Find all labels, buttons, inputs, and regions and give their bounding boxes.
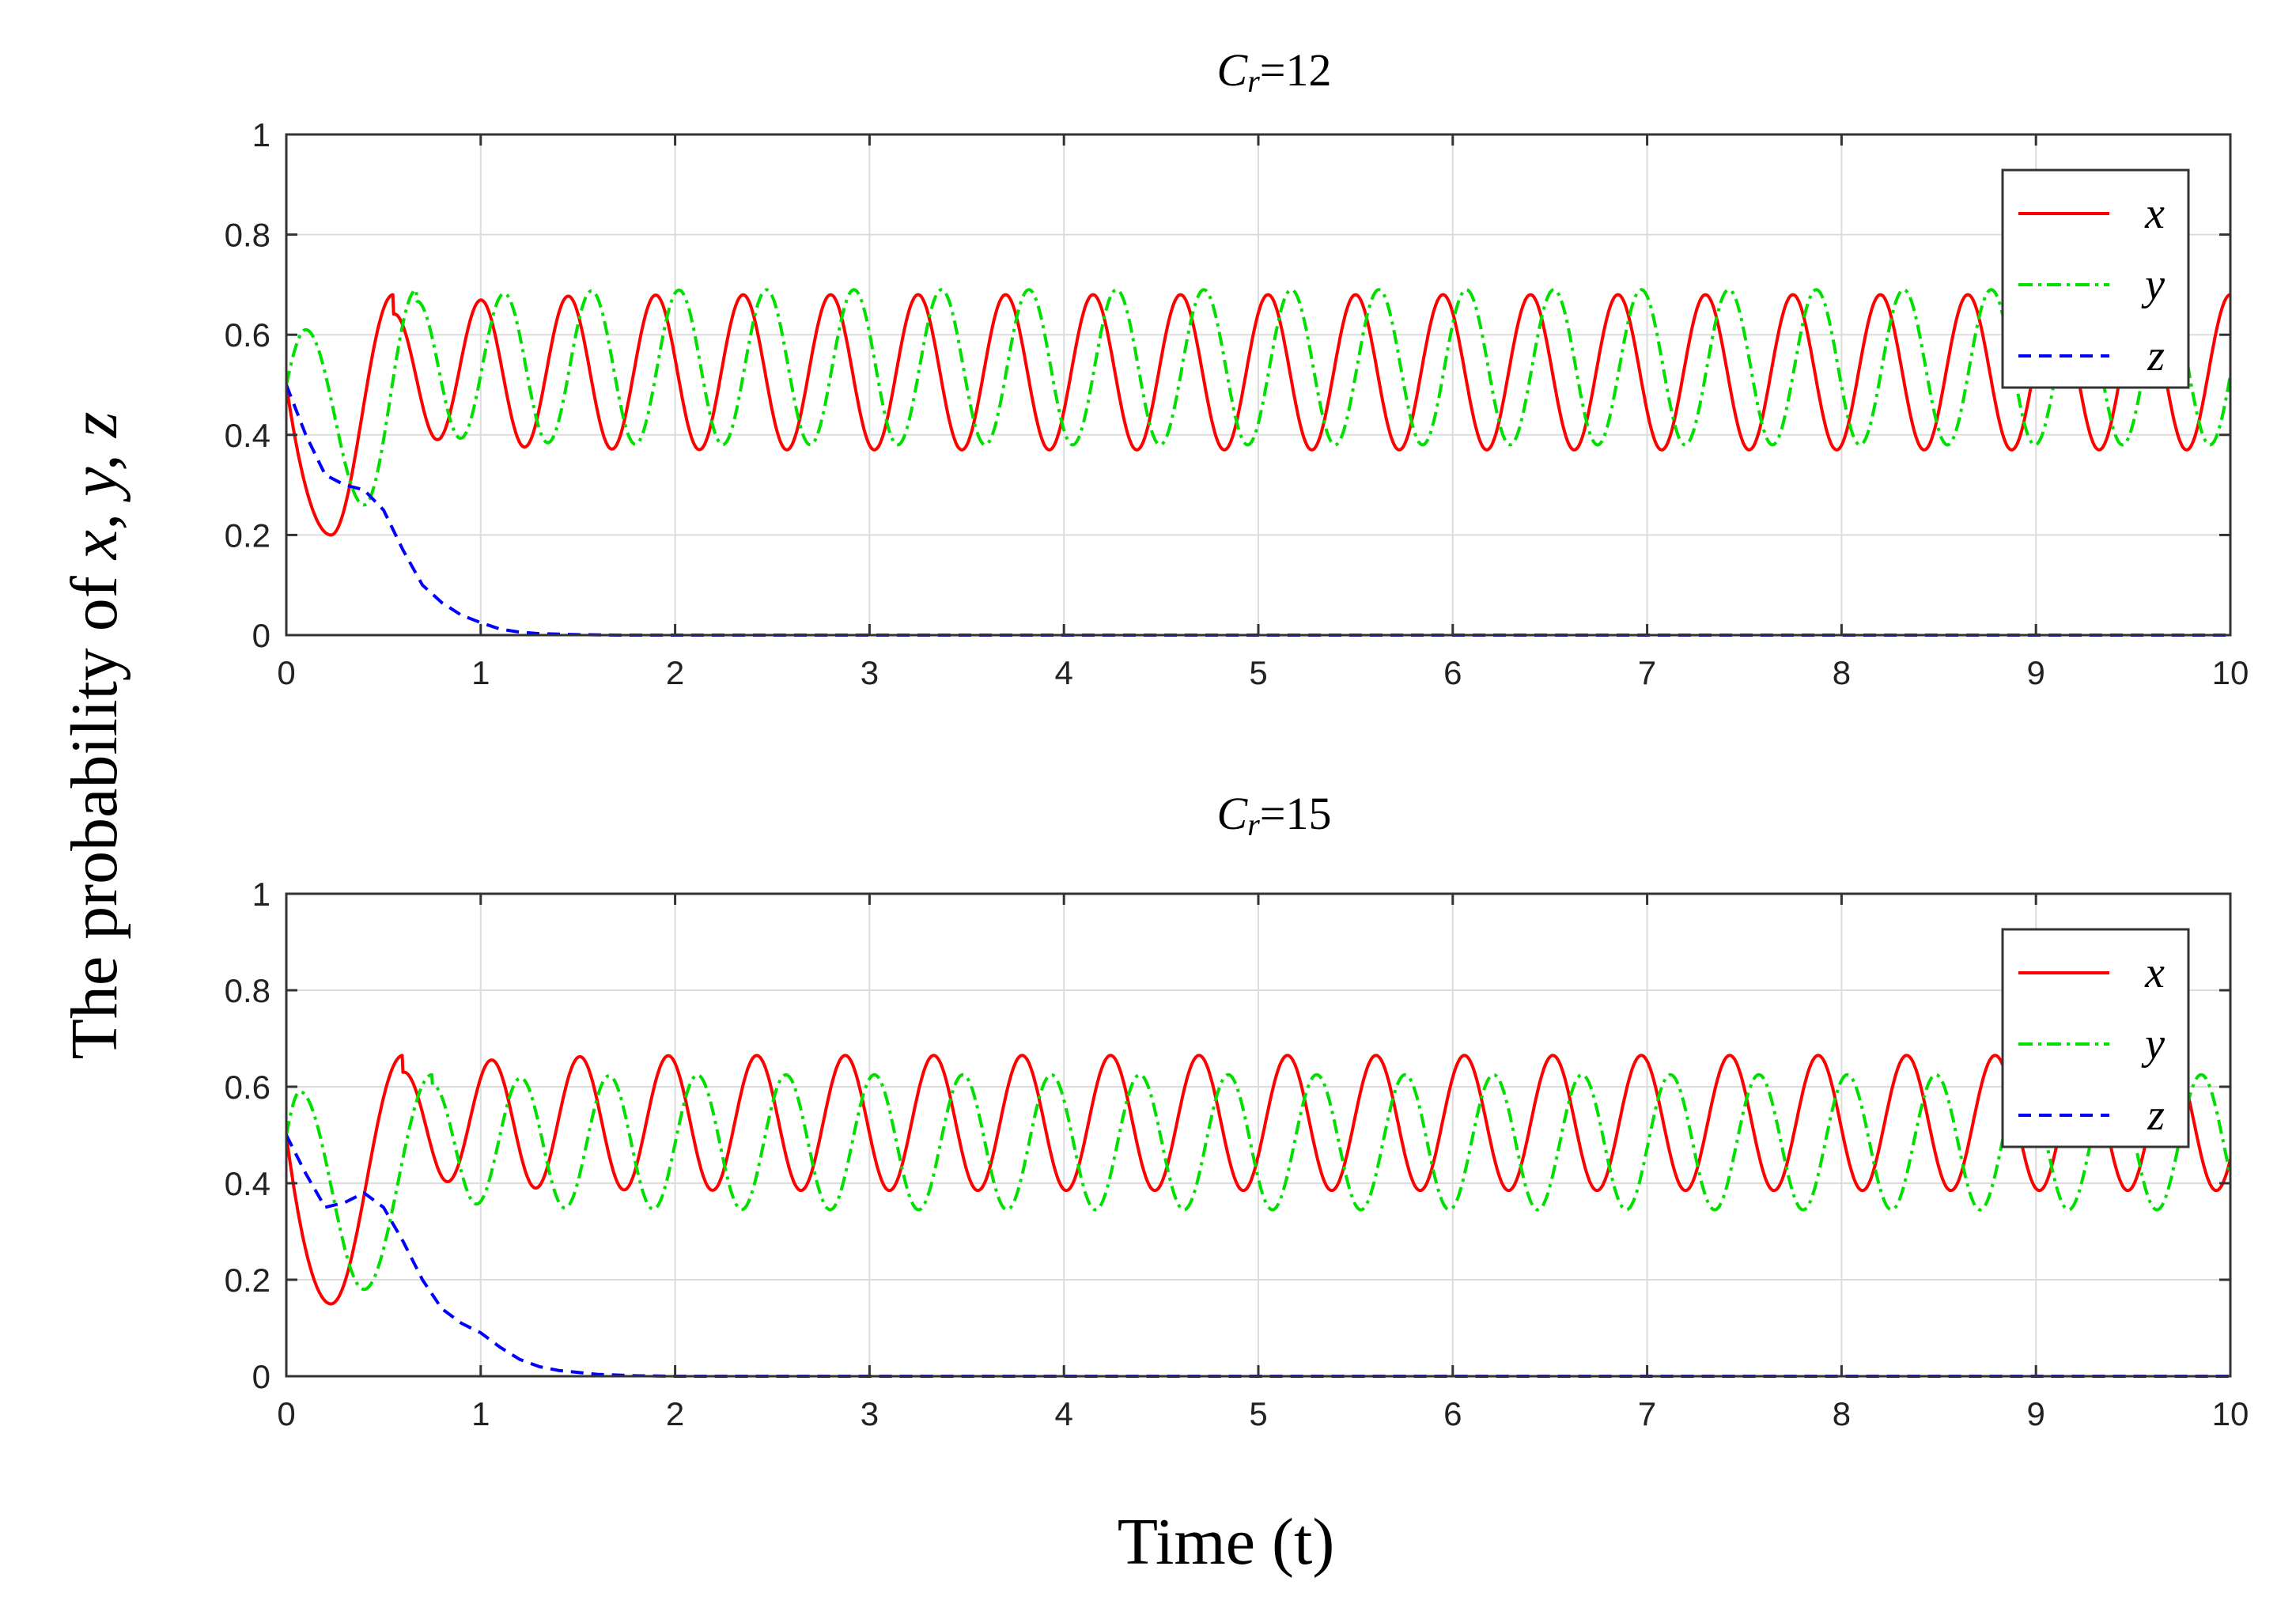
chart-panel-1: Cr=12 0 1 2 3 4 5 6 7 8 9 10 0 0.2 0.4 0.6 0.8 1 xyz [225,44,2249,691]
x-tick-label: 3 [861,1395,879,1432]
x-tick-label: 2 [666,1395,684,1432]
x-tick-label: 2 [666,654,684,691]
x-tick-label: 4 [1055,654,1073,691]
y-tick-label: 0 [252,617,270,654]
x-tick-label: 3 [861,654,879,691]
y-tick-label: 0.4 [225,417,270,454]
x-tick-label: 9 [2027,1395,2045,1432]
y-tick-label: 0.8 [225,217,270,254]
y-tick-label: 1 [252,116,270,153]
title-symbol: C [1217,788,1249,839]
x-tick-label: 9 [2027,654,2045,691]
y-tick-label: 0.6 [225,316,270,354]
title-subscript: r [1247,807,1260,842]
series-line-x [286,1054,2230,1306]
y-axis-label-vars: x, y, z [58,411,131,560]
y-tick-label: 0.2 [225,1262,270,1299]
chart-title: Cr=15 [1217,788,1332,842]
x-tick-label: 8 [1833,654,1851,691]
plot-area [286,1054,2230,1378]
series-line-x [286,293,2230,537]
x-tick-label: 10 [2212,654,2249,691]
legend-label-y: y [2141,260,2165,309]
title-equals: =12 [1260,44,1332,96]
title-symbol: C [1217,44,1249,96]
y-axis-label: The probability of x, y, z [47,221,142,1250]
x-tick-label: 10 [2212,1395,2249,1432]
title-equals: =15 [1260,788,1332,839]
legend: xyz [2001,928,2190,1148]
y-tick-label: 1 [252,876,270,913]
x-tick-label: 7 [1638,654,1656,691]
legend-label-x: x [2144,948,2165,997]
y-tick-label: 0.2 [225,516,270,554]
x-axis-label: Time (t) [1117,1505,1335,1579]
legend-label-z: z [2147,1091,2165,1140]
x-tick-label: 5 [1249,1395,1267,1432]
chart-panel-2: Cr=15 0 1 2 3 4 5 6 7 8 9 10 0 0.2 0.4 0.6 0.8 1 xyz [225,788,2249,1432]
legend-box [2001,168,2190,389]
y-tick-label: 0.8 [225,972,270,1009]
series-line-z [286,1134,2230,1378]
legend-label-x: x [2144,189,2165,238]
x-tick-label: 0 [277,654,295,691]
chart-title: Cr=12 [1217,44,1332,99]
x-tick-label: 1 [471,1395,490,1432]
x-tick-label: 0 [277,1395,295,1432]
series-line-y [286,288,2230,507]
legend: xyz [2001,168,2190,389]
y-axis-label-prefix: The probability of [58,559,131,1060]
x-tick-label: 6 [1443,1395,1462,1432]
x-tick-label: 1 [471,654,490,691]
x-tick-label: 4 [1055,1395,1073,1432]
x-tick-label: 5 [1249,654,1267,691]
legend-label-y: y [2141,1020,2165,1069]
x-tick-label: 6 [1443,654,1462,691]
legend-label-z: z [2147,331,2165,380]
y-tick-label: 0.4 [225,1165,270,1202]
y-tick-label: 0 [252,1358,270,1395]
x-tick-label: 7 [1638,1395,1656,1432]
title-subscript: r [1247,63,1260,99]
y-tick-label: 0.6 [225,1069,270,1106]
legend-box [2001,928,2190,1148]
x-tick-label: 8 [1833,1395,1851,1432]
